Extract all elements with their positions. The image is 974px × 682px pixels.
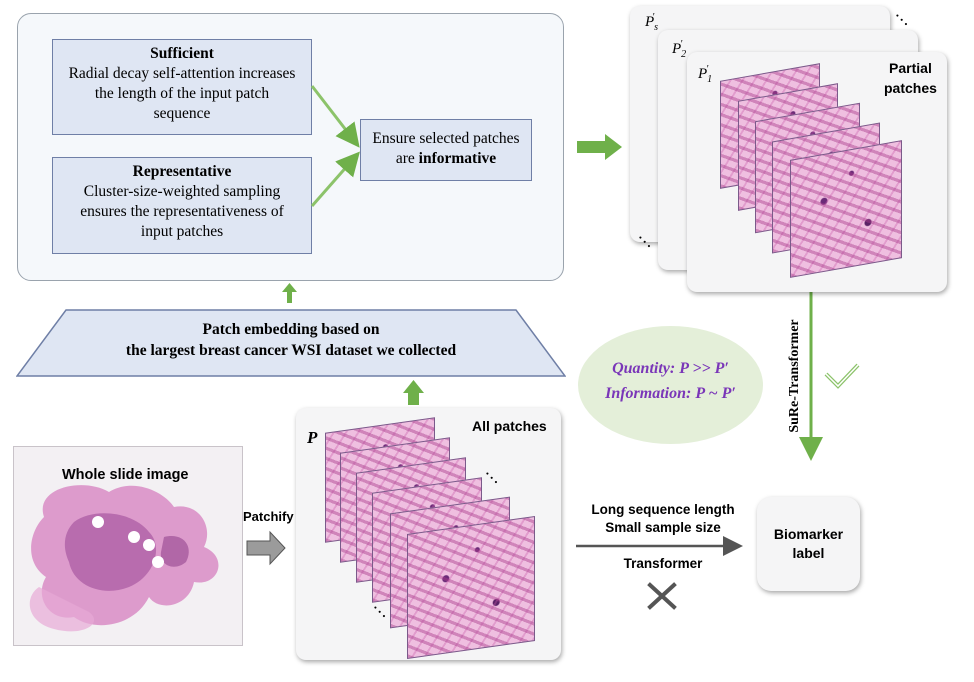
cross-icon <box>647 582 677 610</box>
sufficient-title: Sufficient <box>150 45 214 62</box>
biomarker-line1: Biomarker <box>773 526 844 542</box>
partial-symbol-s-sub: s <box>654 22 659 33</box>
partial-symbol-s-prime: ' <box>652 12 655 23</box>
partial-label-line1: Partial <box>889 60 932 76</box>
up-arrow-large <box>403 380 424 405</box>
up-arrow-small <box>282 283 297 303</box>
small-sample-text: Small sample size <box>605 520 721 535</box>
ensure-text-line2: are informative <box>361 149 531 169</box>
tissue-image <box>29 485 219 632</box>
partial-symbol-1-prime: ' <box>706 64 709 75</box>
partial-symbol-1: P1' <box>698 64 714 85</box>
patchify-label: Patchify <box>243 509 294 524</box>
partial-patch-tile <box>790 140 902 278</box>
partial-symbol-2: P2' <box>672 39 688 60</box>
bubble-quantity: Quantity: P >> P′ <box>612 360 729 377</box>
embedding-trapezoid <box>16 309 566 377</box>
partial-label-line2: patches <box>884 80 937 96</box>
embedding-text-line1: Patch embedding based on <box>202 321 380 338</box>
sufficient-box: Sufficient Radial decay self-attention i… <box>52 39 312 135</box>
sufficient-text-line1: Radial decay self-attention increases <box>68 65 296 82</box>
long-sequence-text: Long sequence length <box>591 502 735 517</box>
representative-title: Representative <box>132 163 232 180</box>
sure-transformer-label: SuRe-Transformer <box>787 319 802 433</box>
partial-symbol-1-letter: P <box>698 66 708 82</box>
sufficient-text-line3: sequence <box>153 105 211 122</box>
representative-text-line1: Cluster-size-weighted sampling <box>83 183 281 200</box>
all-patches-symbol: P <box>307 428 318 447</box>
transformer-label: Transformer <box>623 556 703 571</box>
embedding-text-line2: the largest breast cancer WSI dataset we… <box>125 342 457 359</box>
patch-tile <box>407 516 535 659</box>
partial-symbol-2-prime: ' <box>680 39 683 50</box>
partial-patches-label: Partial patches <box>884 58 937 98</box>
representative-box: Representative Cluster-size-weighted sam… <box>52 157 312 254</box>
all-patches-label: All patches <box>472 418 547 434</box>
ensure-informative-box: Ensure selected patches are informative <box>360 119 532 181</box>
biomarker-label-box: Biomarker label <box>757 497 860 591</box>
sufficient-text-line2: the length of the input patch <box>94 85 270 102</box>
biomarker-line2: label <box>792 545 825 561</box>
partial-symbol-2-letter: P <box>672 41 682 57</box>
ensure-prefix: are <box>395 150 419 167</box>
ensure-bold-word: informative <box>418 150 497 167</box>
bubble-information: Information: P ~ P′ <box>605 385 736 402</box>
wsi-label: Whole slide image <box>62 467 189 483</box>
patchify-arrow <box>246 530 286 566</box>
whole-slide-image <box>13 446 243 646</box>
arrow-sufficient-to-ensure <box>310 85 360 148</box>
right-arrow-to-partial <box>577 134 622 160</box>
partial-symbol-2-sub: 2 <box>681 49 687 60</box>
partial-symbol-s: Ps' <box>645 12 660 33</box>
representative-text-line2: ensures the representativeness of <box>80 203 284 220</box>
arrow-representative-to-ensure <box>310 151 360 207</box>
partial-symbol-1-sub: 1 <box>707 74 713 85</box>
ensure-text-line1: Ensure selected patches <box>372 130 520 147</box>
comparison-bubble <box>578 326 763 444</box>
representative-text-line3: input patches <box>140 223 224 240</box>
partial-symbol-s-letter: P <box>645 14 655 30</box>
